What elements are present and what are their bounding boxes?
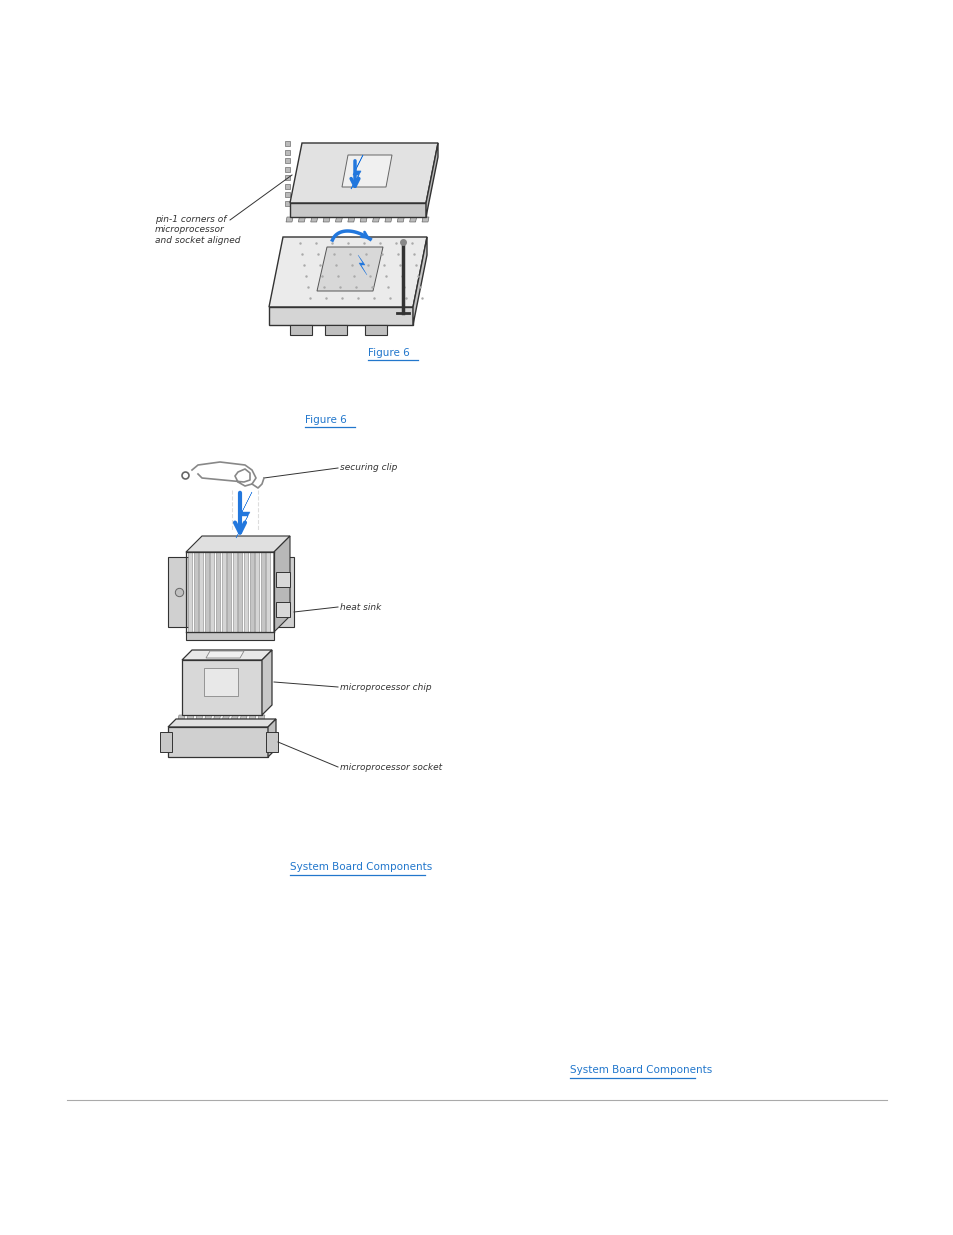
Polygon shape	[285, 201, 290, 206]
Text: securing clip: securing clip	[339, 463, 397, 473]
Polygon shape	[205, 715, 212, 720]
Polygon shape	[413, 237, 427, 325]
Polygon shape	[351, 156, 363, 189]
Polygon shape	[168, 557, 190, 627]
Text: System Board Components: System Board Components	[290, 862, 432, 872]
Polygon shape	[268, 719, 275, 757]
Polygon shape	[266, 732, 277, 752]
Polygon shape	[255, 552, 259, 632]
Text: pin-1 corners of
microprocessor
and socket aligned: pin-1 corners of microprocessor and sock…	[154, 215, 240, 245]
Polygon shape	[221, 552, 225, 632]
Text: microprocessor chip: microprocessor chip	[339, 683, 431, 692]
Polygon shape	[250, 552, 253, 632]
Polygon shape	[325, 325, 347, 335]
Polygon shape	[182, 659, 262, 715]
Text: microprocessor socket: microprocessor socket	[339, 762, 441, 772]
Polygon shape	[213, 715, 220, 720]
Polygon shape	[193, 552, 197, 632]
Text: Figure 6: Figure 6	[368, 348, 410, 358]
Polygon shape	[357, 254, 367, 275]
Polygon shape	[298, 217, 305, 222]
Polygon shape	[323, 217, 330, 222]
Polygon shape	[188, 552, 192, 632]
Polygon shape	[204, 668, 237, 697]
Polygon shape	[168, 719, 275, 727]
Polygon shape	[186, 536, 290, 552]
Polygon shape	[205, 552, 209, 632]
Polygon shape	[384, 217, 392, 222]
Polygon shape	[257, 715, 265, 720]
Polygon shape	[186, 632, 274, 640]
Polygon shape	[269, 237, 427, 308]
Polygon shape	[311, 217, 317, 222]
Polygon shape	[227, 552, 231, 632]
Polygon shape	[266, 552, 270, 632]
Polygon shape	[206, 651, 244, 658]
Polygon shape	[168, 727, 268, 757]
Polygon shape	[244, 552, 248, 632]
Polygon shape	[249, 715, 255, 720]
Text: System Board Components: System Board Components	[569, 1065, 712, 1074]
Polygon shape	[341, 156, 392, 186]
Polygon shape	[285, 193, 290, 198]
Polygon shape	[285, 149, 290, 154]
Polygon shape	[269, 308, 413, 325]
Polygon shape	[285, 167, 290, 172]
Polygon shape	[286, 217, 293, 222]
Polygon shape	[274, 557, 294, 627]
Polygon shape	[365, 325, 387, 335]
Polygon shape	[285, 158, 290, 163]
Polygon shape	[396, 217, 404, 222]
Polygon shape	[373, 217, 379, 222]
Polygon shape	[426, 143, 437, 217]
Text: heat sink: heat sink	[339, 603, 381, 611]
Polygon shape	[335, 217, 342, 222]
Polygon shape	[275, 572, 290, 587]
Polygon shape	[178, 715, 185, 720]
Polygon shape	[290, 143, 437, 203]
Polygon shape	[274, 536, 290, 632]
Polygon shape	[182, 650, 272, 659]
Polygon shape	[348, 217, 355, 222]
Polygon shape	[199, 552, 203, 632]
Text: Figure 6: Figure 6	[305, 415, 346, 425]
Polygon shape	[290, 203, 426, 217]
Polygon shape	[409, 217, 416, 222]
Polygon shape	[240, 715, 247, 720]
Polygon shape	[222, 715, 230, 720]
Polygon shape	[262, 650, 272, 715]
Polygon shape	[215, 552, 220, 632]
Polygon shape	[275, 601, 290, 618]
Polygon shape	[316, 247, 382, 291]
Polygon shape	[195, 715, 203, 720]
Polygon shape	[285, 141, 290, 146]
Polygon shape	[231, 715, 238, 720]
Polygon shape	[285, 175, 290, 180]
Polygon shape	[187, 715, 193, 720]
Polygon shape	[233, 552, 236, 632]
Polygon shape	[238, 552, 242, 632]
Polygon shape	[360, 217, 367, 222]
Polygon shape	[260, 552, 265, 632]
Polygon shape	[235, 492, 252, 538]
Polygon shape	[285, 184, 290, 189]
Polygon shape	[160, 732, 172, 752]
Polygon shape	[211, 552, 214, 632]
Polygon shape	[421, 217, 429, 222]
Polygon shape	[290, 325, 312, 335]
